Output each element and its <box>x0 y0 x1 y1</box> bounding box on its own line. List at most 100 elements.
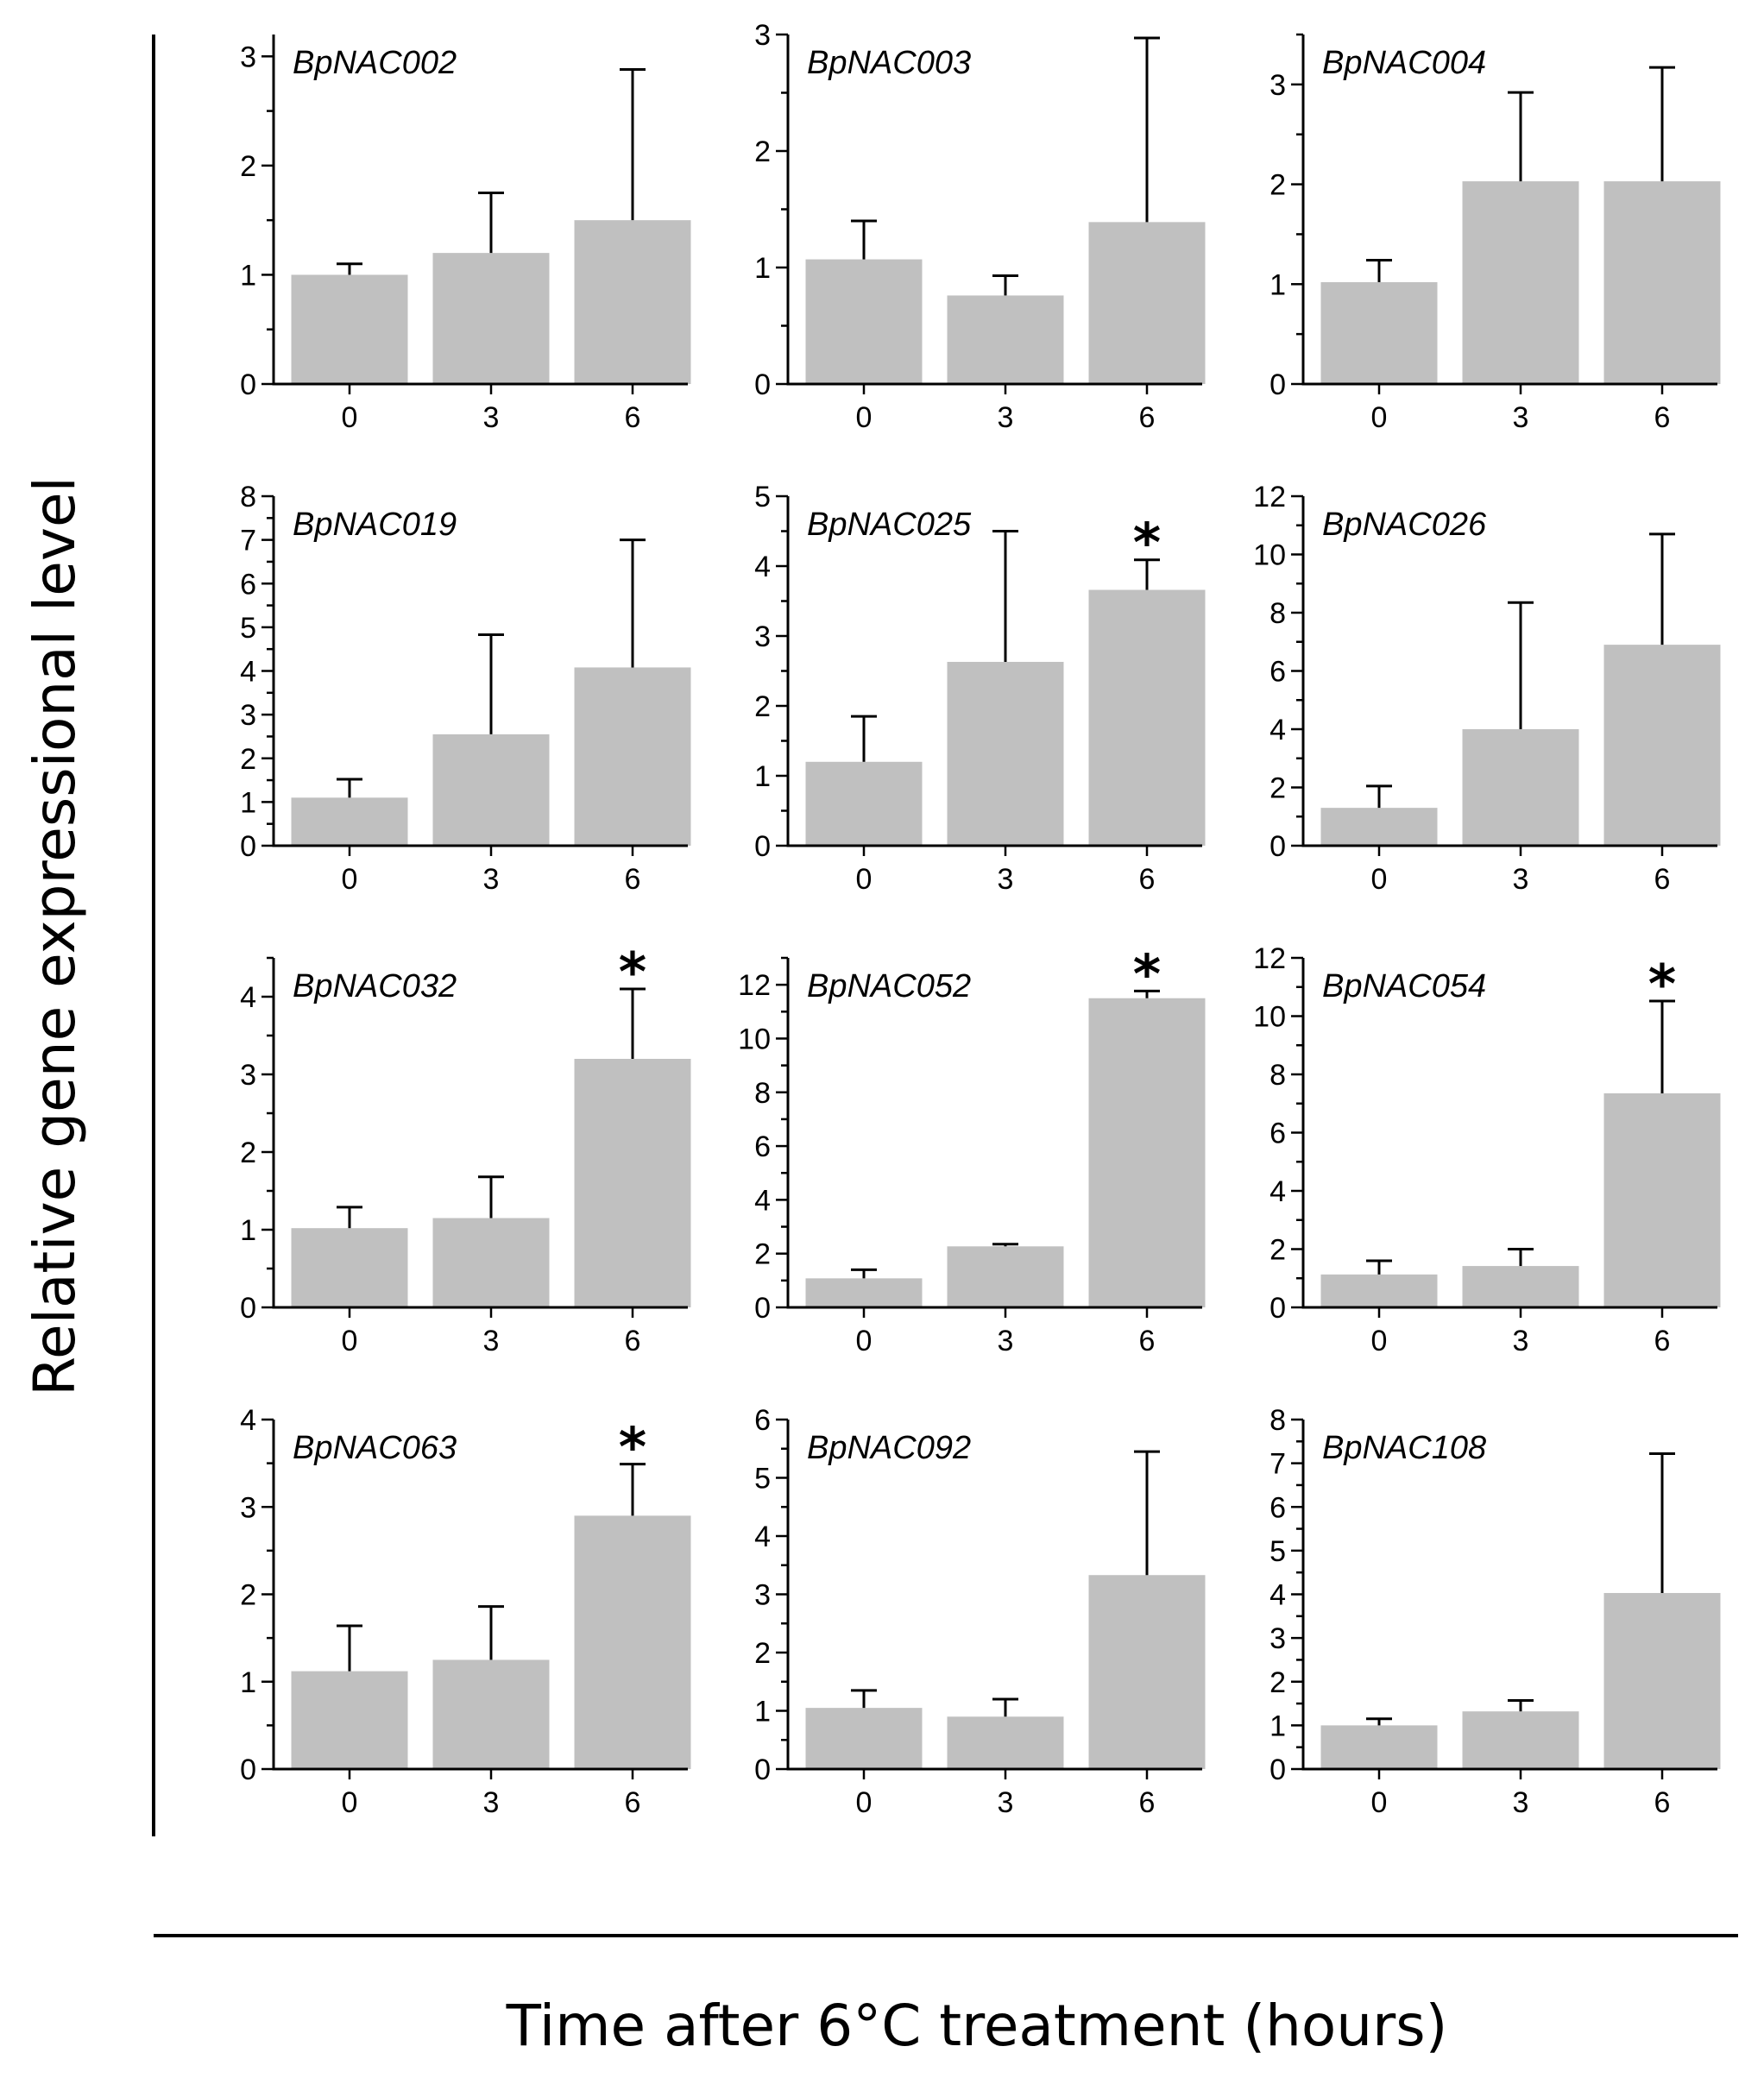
x-tick-label-BpNAC052-6: 6 <box>1139 1325 1156 1357</box>
x-tick-label-BpNAC025-3: 3 <box>998 863 1014 896</box>
y-tick-label-BpNAC108: 1 <box>1269 1710 1286 1742</box>
bar-BpNAC002-0 <box>291 274 408 384</box>
y-tick-label-BpNAC019: 8 <box>240 481 256 513</box>
bar-BpNAC054-6 <box>1603 1093 1721 1307</box>
panel-title-BpNAC054: BpNAC054 <box>1322 968 1486 1004</box>
y-tick-label-BpNAC063: 2 <box>240 1579 256 1612</box>
panel-BpNAC063: * 0 1 2 3 4 0 3 6 BpNAC063 <box>240 1404 691 1819</box>
x-tick-label-BpNAC025-6: 6 <box>1139 863 1156 896</box>
bar-BpNAC004-0 <box>1320 281 1438 384</box>
x-tick-label-BpNAC032-3: 3 <box>483 1325 500 1357</box>
bar-BpNAC004-3 <box>1462 181 1579 384</box>
x-tick-label-BpNAC019-0: 0 <box>342 863 358 896</box>
y-tick-label-BpNAC054: 6 <box>1269 1118 1286 1150</box>
y-tick-label-BpNAC108: 0 <box>1269 1754 1286 1786</box>
y-tick-label-BpNAC054: 2 <box>1269 1234 1286 1267</box>
figure-x-label: Time after 6°C treatment (hours) <box>506 1993 1448 2059</box>
y-tick-label-BpNAC108: 2 <box>1269 1666 1286 1699</box>
bar-BpNAC002-3 <box>432 253 550 384</box>
x-tick-label-BpNAC063-3: 3 <box>483 1786 500 1819</box>
y-tick-label-BpNAC054: 4 <box>1269 1175 1286 1208</box>
y-tick-label-BpNAC052: 10 <box>738 1023 771 1055</box>
y-tick-label-BpNAC032: 4 <box>240 981 256 1014</box>
significance-star-BpNAC032: * <box>619 941 646 1004</box>
y-tick-label-BpNAC019: 5 <box>240 612 256 645</box>
x-tick-label-BpNAC052-0: 0 <box>856 1325 873 1357</box>
panel-title-BpNAC063: BpNAC063 <box>293 1430 457 1466</box>
bar-BpNAC032-0 <box>291 1228 408 1307</box>
y-tick-label-BpNAC032: 3 <box>240 1059 256 1092</box>
bar-BpNAC108-3 <box>1462 1711 1579 1769</box>
panel-title-BpNAC032: BpNAC032 <box>293 968 457 1004</box>
y-tick-label-BpNAC108: 8 <box>1269 1404 1286 1437</box>
bar-BpNAC054-0 <box>1320 1274 1438 1307</box>
bar-BpNAC032-3 <box>432 1218 550 1307</box>
y-tick-label-BpNAC052: 12 <box>738 969 771 1002</box>
panel-BpNAC054: * 0 2 4 6 8 10 12 0 3 6 BpNAC054 <box>1253 942 1721 1357</box>
y-tick-label-BpNAC025: 0 <box>754 830 771 863</box>
bar-BpNAC025-6 <box>1088 589 1206 846</box>
x-tick-label-BpNAC002-0: 0 <box>342 401 358 434</box>
bar-BpNAC032-6 <box>574 1059 691 1307</box>
bar-BpNAC063-3 <box>432 1659 550 1769</box>
x-tick-label-BpNAC054-0: 0 <box>1371 1325 1388 1357</box>
bar-BpNAC092-0 <box>805 1708 923 1769</box>
x-tick-label-BpNAC092-3: 3 <box>998 1786 1014 1819</box>
y-tick-label-BpNAC019: 3 <box>240 699 256 732</box>
panel-BpNAC026: 0 2 4 6 8 10 12 0 3 6 BpNAC026 <box>1253 481 1721 896</box>
y-tick-label-BpNAC003: 0 <box>754 368 771 401</box>
panel-BpNAC108: 0 1 2 3 4 5 6 7 8 0 3 6 BpNAC108 <box>1269 1404 1721 1819</box>
x-tick-label-BpNAC026-3: 3 <box>1513 863 1529 896</box>
y-tick-label-BpNAC019: 7 <box>240 525 256 557</box>
y-tick-label-BpNAC108: 5 <box>1269 1535 1286 1568</box>
panel-BpNAC052: * 0 2 4 6 8 10 12 0 3 6 BpNAC052 <box>738 942 1206 1357</box>
y-tick-label-BpNAC003: 1 <box>754 252 771 285</box>
panel-BpNAC003: 0 1 2 3 0 3 6 BpNAC003 <box>754 19 1206 434</box>
bar-BpNAC003-6 <box>1088 222 1206 384</box>
x-tick-label-BpNAC108-6: 6 <box>1654 1786 1671 1819</box>
figure-y-label: Relative gene expressional level <box>22 476 88 1396</box>
y-tick-label-BpNAC063: 1 <box>240 1666 256 1699</box>
y-tick-label-BpNAC108: 7 <box>1269 1448 1286 1481</box>
x-tick-label-BpNAC054-6: 6 <box>1654 1325 1671 1357</box>
bar-BpNAC026-6 <box>1603 645 1721 846</box>
y-tick-label-BpNAC092: 4 <box>754 1521 771 1553</box>
x-tick-label-BpNAC108-3: 3 <box>1513 1786 1529 1819</box>
y-tick-label-BpNAC019: 2 <box>240 743 256 776</box>
y-tick-label-BpNAC025: 5 <box>754 481 771 513</box>
y-tick-label-BpNAC054: 8 <box>1269 1059 1286 1092</box>
y-tick-label-BpNAC054: 12 <box>1253 942 1286 975</box>
x-tick-label-BpNAC092-6: 6 <box>1139 1786 1156 1819</box>
y-tick-label-BpNAC002: 3 <box>240 41 256 73</box>
y-tick-label-BpNAC019: 6 <box>240 568 256 601</box>
y-tick-label-BpNAC092: 2 <box>754 1637 771 1670</box>
y-tick-label-BpNAC025: 4 <box>754 551 771 583</box>
y-tick-label-BpNAC092: 6 <box>754 1404 771 1437</box>
y-tick-label-BpNAC026: 8 <box>1269 597 1286 630</box>
panel-title-BpNAC019: BpNAC019 <box>293 507 457 543</box>
panel-BpNAC019: 0 1 2 3 4 5 6 7 8 0 3 6 BpNAC019 <box>240 481 691 896</box>
y-tick-label-BpNAC025: 3 <box>754 620 771 653</box>
panel-title-BpNAC026: BpNAC026 <box>1322 507 1487 543</box>
y-tick-label-BpNAC025: 1 <box>754 760 771 793</box>
bar-BpNAC004-6 <box>1603 181 1721 384</box>
bar-BpNAC052-3 <box>947 1246 1064 1307</box>
y-tick-label-BpNAC108: 4 <box>1269 1579 1286 1612</box>
y-tick-label-BpNAC092: 3 <box>754 1579 771 1612</box>
y-tick-label-BpNAC032: 0 <box>240 1292 256 1325</box>
y-tick-label-BpNAC002: 1 <box>240 259 256 292</box>
y-tick-label-BpNAC026: 6 <box>1269 656 1286 689</box>
significance-star-BpNAC063: * <box>619 1416 646 1479</box>
bar-BpNAC054-3 <box>1462 1266 1579 1307</box>
y-tick-label-BpNAC026: 0 <box>1269 830 1286 863</box>
bar-BpNAC108-0 <box>1320 1725 1438 1769</box>
y-tick-label-BpNAC003: 3 <box>754 19 771 52</box>
x-tick-label-BpNAC019-3: 3 <box>483 863 500 896</box>
y-tick-label-BpNAC063: 3 <box>240 1491 256 1524</box>
x-tick-label-BpNAC108-0: 0 <box>1371 1786 1388 1819</box>
bar-BpNAC003-3 <box>947 295 1064 384</box>
y-tick-label-BpNAC004: 3 <box>1269 69 1286 102</box>
y-tick-label-BpNAC004: 0 <box>1269 368 1286 401</box>
y-tick-label-BpNAC052: 2 <box>754 1238 771 1271</box>
